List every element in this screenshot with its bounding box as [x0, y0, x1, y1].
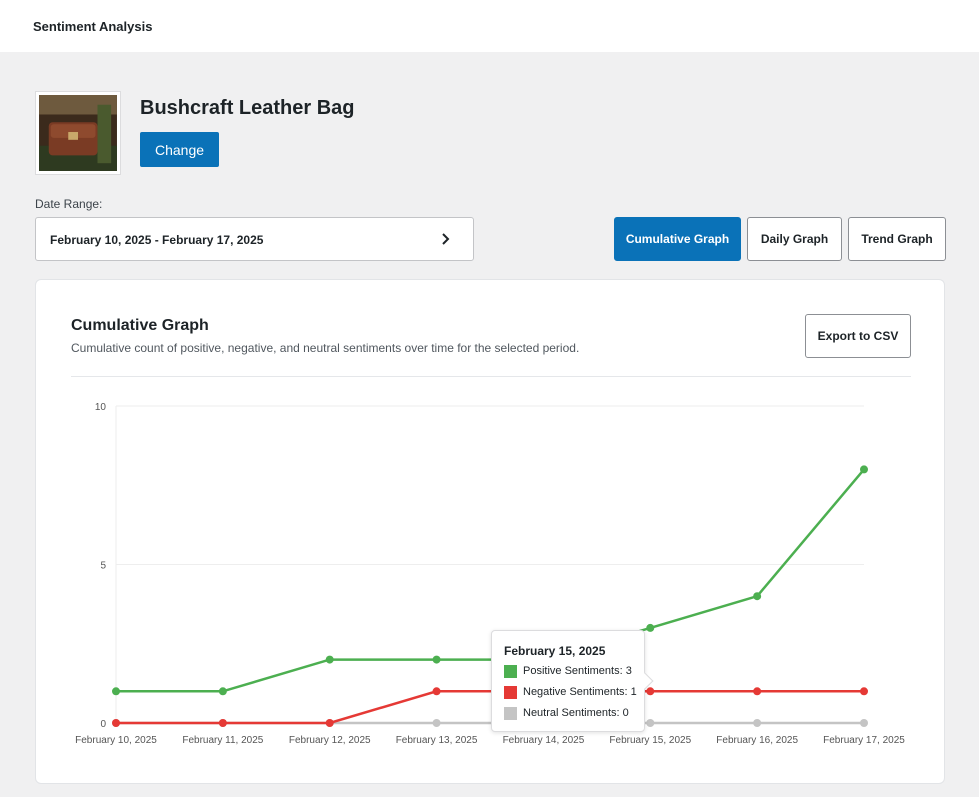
tooltip-title: February 15, 2025: [504, 644, 606, 658]
data-point-negative-5: [646, 687, 655, 696]
data-point-negative-2: [325, 719, 334, 727]
data-point-negative-7: [860, 687, 868, 696]
divider: [71, 376, 911, 377]
data-point-positive-5: [646, 623, 655, 632]
date-range-picker[interactable]: February 10, 2025 - February 17, 2025: [35, 217, 474, 261]
data-point-neutral-3: [432, 719, 441, 727]
card-title: Cumulative Graph: [71, 317, 209, 334]
tooltip-swatch-positive: [504, 664, 517, 678]
chart-tooltip: February 15, 2025 Positive Sentiments: 3…: [491, 630, 654, 732]
change-product-button[interactable]: Change: [140, 132, 219, 167]
data-point-positive-6: [753, 592, 762, 601]
tooltip-row-negative: Negative Sentiments: 1: [504, 685, 637, 699]
date-range-value: February 10, 2025 - February 17, 2025: [50, 233, 264, 247]
data-point-positive-2: [325, 655, 334, 664]
top-bar: Sentiment Analysis: [0, 0, 979, 52]
trend-graph-button[interactable]: Trend Graph: [848, 217, 946, 261]
export-csv-button[interactable]: Export to CSV: [805, 314, 911, 358]
tooltip-label-positive: Positive Sentiments: 3: [523, 665, 632, 677]
y-tick-label-2: 10: [95, 402, 107, 413]
data-point-positive-7: [860, 465, 868, 474]
x-tick-label-2: February 12, 2025: [289, 735, 371, 746]
data-point-neutral-6: [753, 719, 762, 727]
leather-bag-image: [39, 95, 117, 171]
series-line-positive: [116, 468, 865, 693]
product-name: Bushcraft Leather Bag: [140, 97, 355, 119]
y-tick-label-0: 0: [100, 719, 106, 730]
cumulative-graph-button[interactable]: Cumulative Graph: [614, 217, 741, 261]
chevron-right-icon: [442, 233, 450, 245]
data-point-negative-1: [218, 719, 227, 727]
page-title: Sentiment Analysis: [33, 19, 153, 34]
data-point-positive-1: [218, 687, 227, 696]
x-tick-label-3: February 13, 2025: [396, 735, 478, 746]
card-subtitle: Cumulative count of positive, negative, …: [71, 341, 580, 355]
tooltip-swatch-negative: [504, 685, 517, 699]
data-point-negative-6: [753, 687, 762, 696]
x-tick-label-6: February 16, 2025: [716, 735, 798, 746]
data-point-neutral-5: [646, 719, 655, 727]
tooltip-label-negative: Negative Sentiments: 1: [523, 686, 637, 698]
tooltip-row-positive: Positive Sentiments: 3: [504, 664, 632, 678]
x-tick-label-4: February 14, 2025: [503, 735, 585, 746]
product-thumbnail: [35, 91, 121, 175]
data-point-negative-0: [112, 719, 120, 727]
x-tick-label-5: February 15, 2025: [609, 735, 691, 746]
x-tick-label-7: February 17, 2025: [823, 735, 905, 746]
tooltip-label-neutral: Neutral Sentiments: 0: [523, 707, 629, 719]
date-range-label: Date Range:: [35, 197, 103, 211]
tooltip-swatch-neutral: [504, 706, 517, 720]
x-tick-label-1: February 11, 2025: [182, 735, 263, 746]
data-point-positive-3: [432, 655, 441, 664]
x-tick-label-0: February 10, 2025: [75, 735, 157, 746]
y-tick-label-1: 5: [100, 561, 106, 572]
series-line-negative: [116, 690, 864, 725]
tooltip-row-neutral: Neutral Sentiments: 0: [504, 706, 629, 720]
data-point-neutral-7: [860, 719, 868, 727]
daily-graph-button[interactable]: Daily Graph: [747, 217, 842, 261]
data-point-negative-3: [432, 687, 441, 696]
graph-card: Cumulative Graph Cumulative count of pos…: [35, 279, 945, 784]
data-point-positive-0: [112, 687, 120, 696]
